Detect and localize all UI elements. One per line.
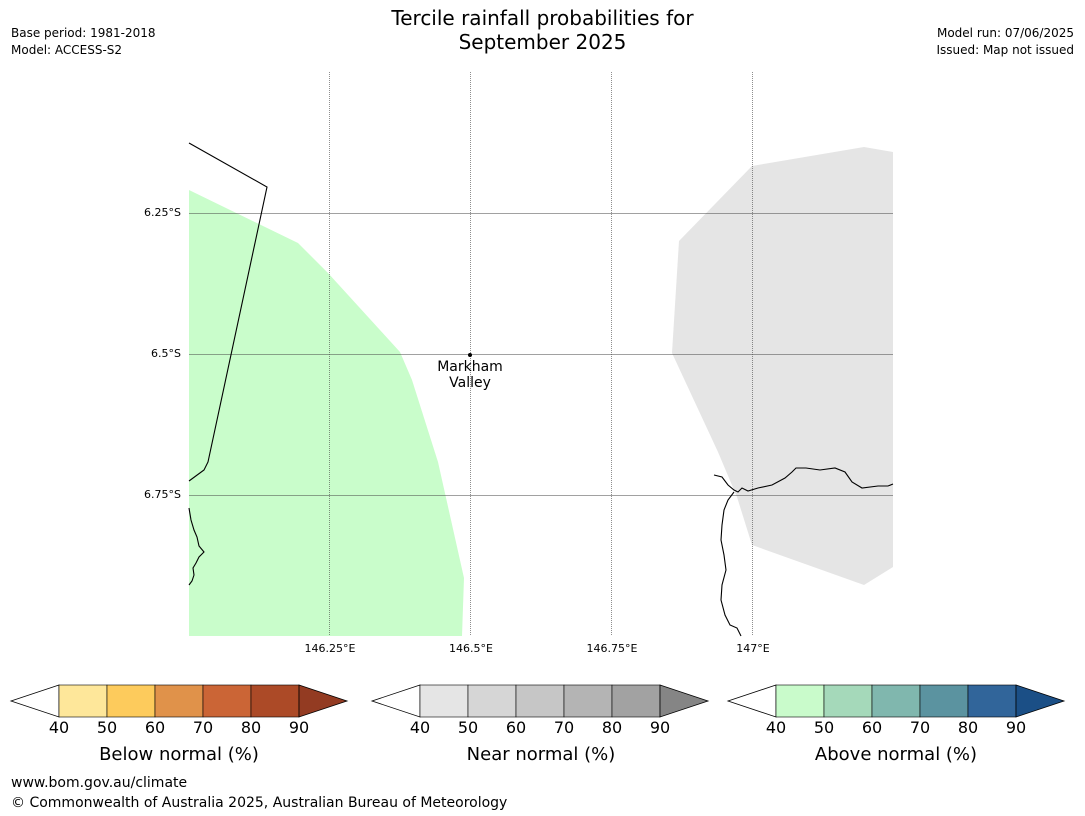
place-name-line1: Markham xyxy=(437,359,503,375)
colorbar-tick-label: 90 xyxy=(288,718,310,737)
lon-label-146-75: 146.75°E xyxy=(586,642,638,655)
colorbar-tick-label: 70 xyxy=(909,718,931,737)
colorbar-segment xyxy=(250,684,300,718)
colorbar-segment xyxy=(775,684,825,718)
colorbar-segment xyxy=(202,684,252,718)
graticule xyxy=(189,72,893,636)
colorbar-tick-label: 50 xyxy=(813,718,835,737)
colorbar-segment xyxy=(611,684,661,718)
colorbar-below-normal xyxy=(9,684,349,718)
base-period-text: Base period: 1981-2018 xyxy=(11,26,156,40)
colorbars xyxy=(9,684,1066,718)
colorbar-segment xyxy=(823,684,873,718)
west-edge-coastline xyxy=(188,507,205,586)
colorbar-tick-label: 50 xyxy=(457,718,479,737)
colorbar-segment xyxy=(154,684,204,718)
colorbar-tick-label: 40 xyxy=(48,718,70,737)
colorbar-over-arrow xyxy=(659,684,710,718)
colorbar-tick-label: 80 xyxy=(957,718,979,737)
colorbar-tick-label: 80 xyxy=(601,718,623,737)
colorbar-over-arrow xyxy=(1015,684,1066,718)
river-line xyxy=(720,491,742,637)
place-name-line2: Valley xyxy=(449,375,491,391)
colorbar-tick-label: 90 xyxy=(649,718,671,737)
colorbar-segment xyxy=(106,684,156,718)
meta-left: Base period: 1981-2018 Model: ACCESS-S2 xyxy=(11,25,156,59)
colorbar-over-arrow xyxy=(298,684,349,718)
footer-website[interactable]: www.bom.gov.au/climate xyxy=(11,775,188,791)
lat-label-6-75: 6.75°S xyxy=(144,488,181,501)
colorbar-under-arrow xyxy=(9,684,60,718)
near-normal-region xyxy=(672,147,893,585)
colorbar-title-above: Above normal (%) xyxy=(814,744,978,765)
colorbar-segment xyxy=(967,684,1017,718)
colorbar-segment xyxy=(871,684,921,718)
colorbar-under-arrow xyxy=(726,684,777,718)
colorbar-tick-label: 60 xyxy=(144,718,166,737)
colorbar-segment xyxy=(467,684,517,718)
colorbar-under-arrow xyxy=(370,684,421,718)
model-text: Model: ACCESS-S2 xyxy=(11,43,123,57)
colorbar-title-below: Below normal (%) xyxy=(99,744,259,765)
east-coastline xyxy=(713,467,894,493)
colorbar-tick-label: 60 xyxy=(861,718,883,737)
lon-label-146-25: 146.25°E xyxy=(304,642,356,655)
colorbar-tick-label: 40 xyxy=(409,718,431,737)
model-run-text: Model run: 07/06/2025 xyxy=(936,26,1074,40)
map-title-line2: September 2025 xyxy=(458,30,627,54)
lon-label-147: 147°E xyxy=(736,642,770,655)
colorbar-tick-label: 90 xyxy=(1005,718,1027,737)
markham-valley-marker xyxy=(468,353,472,357)
colorbar-segment xyxy=(563,684,613,718)
colorbar-tick-label: 40 xyxy=(765,718,787,737)
colorbar-tick-label: 60 xyxy=(505,718,527,737)
above-normal-region xyxy=(189,190,464,636)
lon-label-146-5: 146.5°E xyxy=(449,642,493,655)
issued-text: Issued: Map not issued xyxy=(936,43,1074,57)
footer-copyright: © Commonwealth of Australia 2025, Austra… xyxy=(11,795,508,811)
colorbar-tick-label: 50 xyxy=(96,718,118,737)
colorbar-segment xyxy=(58,684,108,718)
colorbar-near-normal xyxy=(370,684,710,718)
colorbar-tick-label: 80 xyxy=(240,718,262,737)
colorbar-title-near: Near normal (%) xyxy=(466,744,616,765)
colorbar-segment xyxy=(515,684,565,718)
map-title: Tercile rainfall probabilities for Septe… xyxy=(0,6,1085,54)
boundaries xyxy=(188,142,894,637)
place-label-markham-valley: Markham Valley xyxy=(410,359,530,391)
colorbar-tick-label: 70 xyxy=(192,718,214,737)
map-title-line1: Tercile rainfall probabilities for xyxy=(391,6,694,30)
meta-right: Model run: 07/06/2025 Issued: Map not is… xyxy=(936,25,1074,59)
colorbar-segment xyxy=(419,684,469,718)
colorbar-segment xyxy=(919,684,969,718)
colorbar-above-normal xyxy=(726,684,1066,718)
province-boundary-line xyxy=(188,142,268,482)
colorbar-tick-label: 70 xyxy=(553,718,575,737)
lat-label-6-25: 6.25°S xyxy=(144,206,181,219)
lat-label-6-5: 6.5°S xyxy=(151,347,181,360)
